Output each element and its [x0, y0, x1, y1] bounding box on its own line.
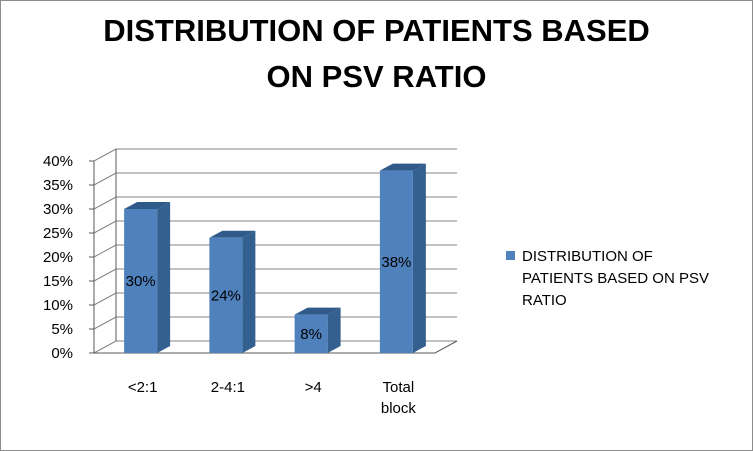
y-tick-label: 15%	[43, 273, 73, 290]
x-category-label: Total	[383, 379, 415, 396]
side-wall-gridline	[93, 268, 117, 282]
data-label: 24%	[211, 287, 241, 304]
bar-side	[242, 230, 256, 353]
bar-side	[157, 202, 171, 353]
y-tick-label: 40%	[43, 153, 73, 170]
bar	[124, 209, 158, 353]
bar	[209, 237, 243, 353]
data-label: 38%	[381, 254, 411, 271]
legend-swatch	[506, 251, 515, 260]
y-tick-label: 5%	[51, 321, 73, 338]
y-tick-label: 10%	[43, 297, 73, 314]
chart-title: DISTRIBUTION OF PATIENTS BASED ON PSV RA…	[0, 8, 753, 100]
y-tick-label: 0%	[51, 345, 73, 362]
side-wall-gridline	[93, 292, 117, 306]
bar-top	[294, 307, 341, 315]
chart-title-line-1: DISTRIBUTION OF PATIENTS BASED	[103, 13, 650, 48]
side-wall-gridline	[93, 244, 117, 258]
floor-edge	[94, 340, 458, 354]
side-wall-gridline	[93, 220, 117, 234]
side-wall-gridline	[93, 148, 117, 162]
bar-top	[379, 163, 426, 171]
x-category-label: <2:1	[128, 379, 158, 396]
y-tick-label: 20%	[43, 249, 73, 266]
side-wall-gridline	[93, 316, 117, 330]
y-tick-label: 25%	[43, 225, 73, 242]
y-tick-label: 35%	[43, 177, 73, 194]
data-label: 30%	[126, 273, 156, 290]
side-wall-gridline	[93, 340, 117, 354]
bar-top	[209, 230, 256, 238]
chart-title-line-2: ON PSV RATIO	[266, 59, 487, 94]
x-category-label: 2-4:1	[211, 379, 245, 396]
bar	[379, 170, 413, 353]
side-wall-gridline	[93, 172, 117, 186]
y-tick-label: 30%	[43, 201, 73, 218]
bar-top	[124, 202, 171, 209]
bar	[294, 314, 328, 353]
x-category-label: >4	[305, 379, 322, 396]
side-wall-gridline	[93, 196, 117, 210]
data-label: 8%	[300, 326, 322, 343]
bar-side	[327, 307, 341, 353]
bar-side	[412, 163, 426, 353]
x-category-label: block	[381, 400, 417, 417]
legend-label: DISTRIBUTION OF PATIENTS BASED ON PSV RA…	[522, 248, 709, 309]
